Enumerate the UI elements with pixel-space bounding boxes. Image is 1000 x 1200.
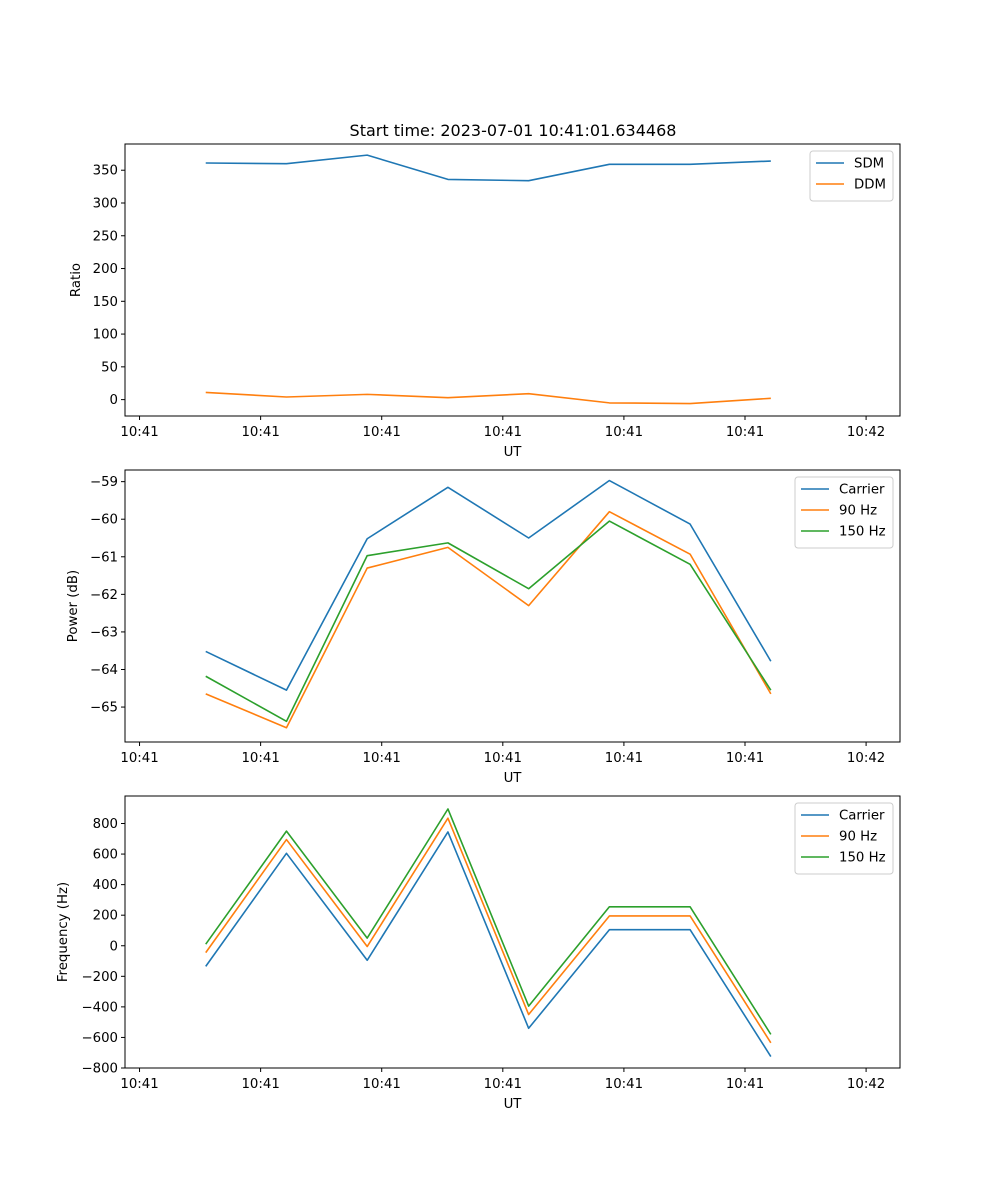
axes-frame [124, 469, 901, 743]
series-line-sdm [205, 154, 771, 182]
legend: Carrier 90 Hz 150 Hz [794, 802, 894, 875]
x-tick-label: 10:42 [847, 1077, 885, 1092]
series-line-90-hz [205, 817, 772, 1044]
series-line-150-hz [205, 808, 772, 1035]
y-tick-label: −64 [90, 663, 118, 678]
y-tick-label: 250 [93, 229, 118, 244]
series-line-150-hz [205, 520, 772, 723]
y-tick-label: 0 [110, 939, 118, 954]
y-tick-label: 0 [110, 393, 118, 408]
x-tick-label: 10:42 [847, 425, 885, 440]
x-tick-label: 10:41 [120, 751, 158, 766]
y-tick-label: −60 [90, 513, 118, 528]
x-tick-label: 10:41 [726, 425, 764, 440]
y-tick-label: −61 [90, 550, 118, 565]
x-tick-label: 10:41 [363, 1077, 401, 1092]
legend: SDM DDM [809, 150, 894, 202]
x-tick-label: 10:41 [241, 425, 279, 440]
chart-panel-1: 10:41 10:41 10:41 10:41 10:41 10:41 10:42 0 50 10… [69, 143, 901, 460]
legend-label: 150 Hz [839, 851, 886, 866]
y-tick-label: −800 [81, 1062, 118, 1077]
y-tick-label: −400 [81, 1000, 118, 1015]
y-tick-label: −600 [81, 1031, 118, 1046]
y-axis-label: Frequency (Hz) [56, 882, 71, 982]
legend: Carrier 90 Hz 150 Hz [794, 476, 894, 549]
axes-frame [124, 143, 901, 417]
legend-label: DDM [854, 178, 886, 193]
x-tick-label: 10:41 [484, 1077, 522, 1092]
x-tick-label: 10:41 [484, 751, 522, 766]
x-tick-label: 10:41 [120, 425, 158, 440]
chart-panel-3: 10:41 10:41 10:41 10:41 10:41 10:41 10:42 −800 −… [56, 795, 901, 1112]
x-tick-label: 10:41 [726, 751, 764, 766]
y-tick-label: −200 [81, 970, 118, 985]
x-tick-label: 10:41 [363, 425, 401, 440]
x-axis-label: UT [504, 445, 523, 460]
y-tick-label: 400 [93, 878, 118, 893]
chart-panel-2: 10:41 10:41 10:41 10:41 10:41 10:41 10:42 −65 −6… [66, 469, 901, 786]
x-tick-label: 10:41 [241, 1077, 279, 1092]
legend-label: Carrier [839, 809, 885, 824]
y-tick-label: 300 [93, 196, 118, 211]
x-tick-label: 10:41 [120, 1077, 158, 1092]
y-tick-label: −62 [90, 588, 118, 603]
legend-label: Carrier [839, 483, 885, 498]
y-tick-label: 200 [93, 262, 118, 277]
x-tick-label: 10:42 [847, 751, 885, 766]
y-tick-label: 100 [93, 328, 118, 343]
x-tick-label: 10:41 [484, 425, 522, 440]
y-axis-label: Ratio [69, 263, 84, 297]
x-tick-label: 10:41 [726, 1077, 764, 1092]
legend-label: 150 Hz [839, 525, 886, 540]
legend-label: SDM [854, 157, 884, 172]
legend-label: 90 Hz [839, 504, 877, 519]
y-tick-label: 350 [93, 164, 118, 179]
x-axis-label: UT [504, 1097, 523, 1112]
x-tick-label: 10:41 [605, 425, 643, 440]
x-tick-label: 10:41 [363, 751, 401, 766]
y-tick-label: −63 [90, 625, 118, 640]
y-tick-label: 800 [93, 817, 118, 832]
y-tick-label: 600 [93, 848, 118, 863]
y-tick-label: 50 [101, 360, 118, 375]
series-line-ddm [205, 391, 771, 405]
x-tick-label: 10:41 [605, 1077, 643, 1092]
y-tick-label: 150 [93, 295, 118, 310]
series-line-carrier [205, 831, 772, 1057]
y-axis-label: Power (dB) [66, 570, 81, 642]
series-line-90-hz [205, 510, 772, 729]
x-tick-label: 10:41 [605, 751, 643, 766]
series-line-carrier [205, 479, 772, 691]
y-tick-label: −59 [90, 475, 118, 490]
axes-frame [124, 795, 901, 1069]
chart-title: Start time: 2023-07-01 10:41:01.634468 [350, 121, 677, 140]
x-tick-label: 10:41 [241, 751, 279, 766]
y-tick-label: −65 [90, 701, 118, 716]
legend-label: 90 Hz [839, 830, 877, 845]
y-tick-label: 200 [93, 909, 118, 924]
x-axis-label: UT [504, 771, 523, 786]
